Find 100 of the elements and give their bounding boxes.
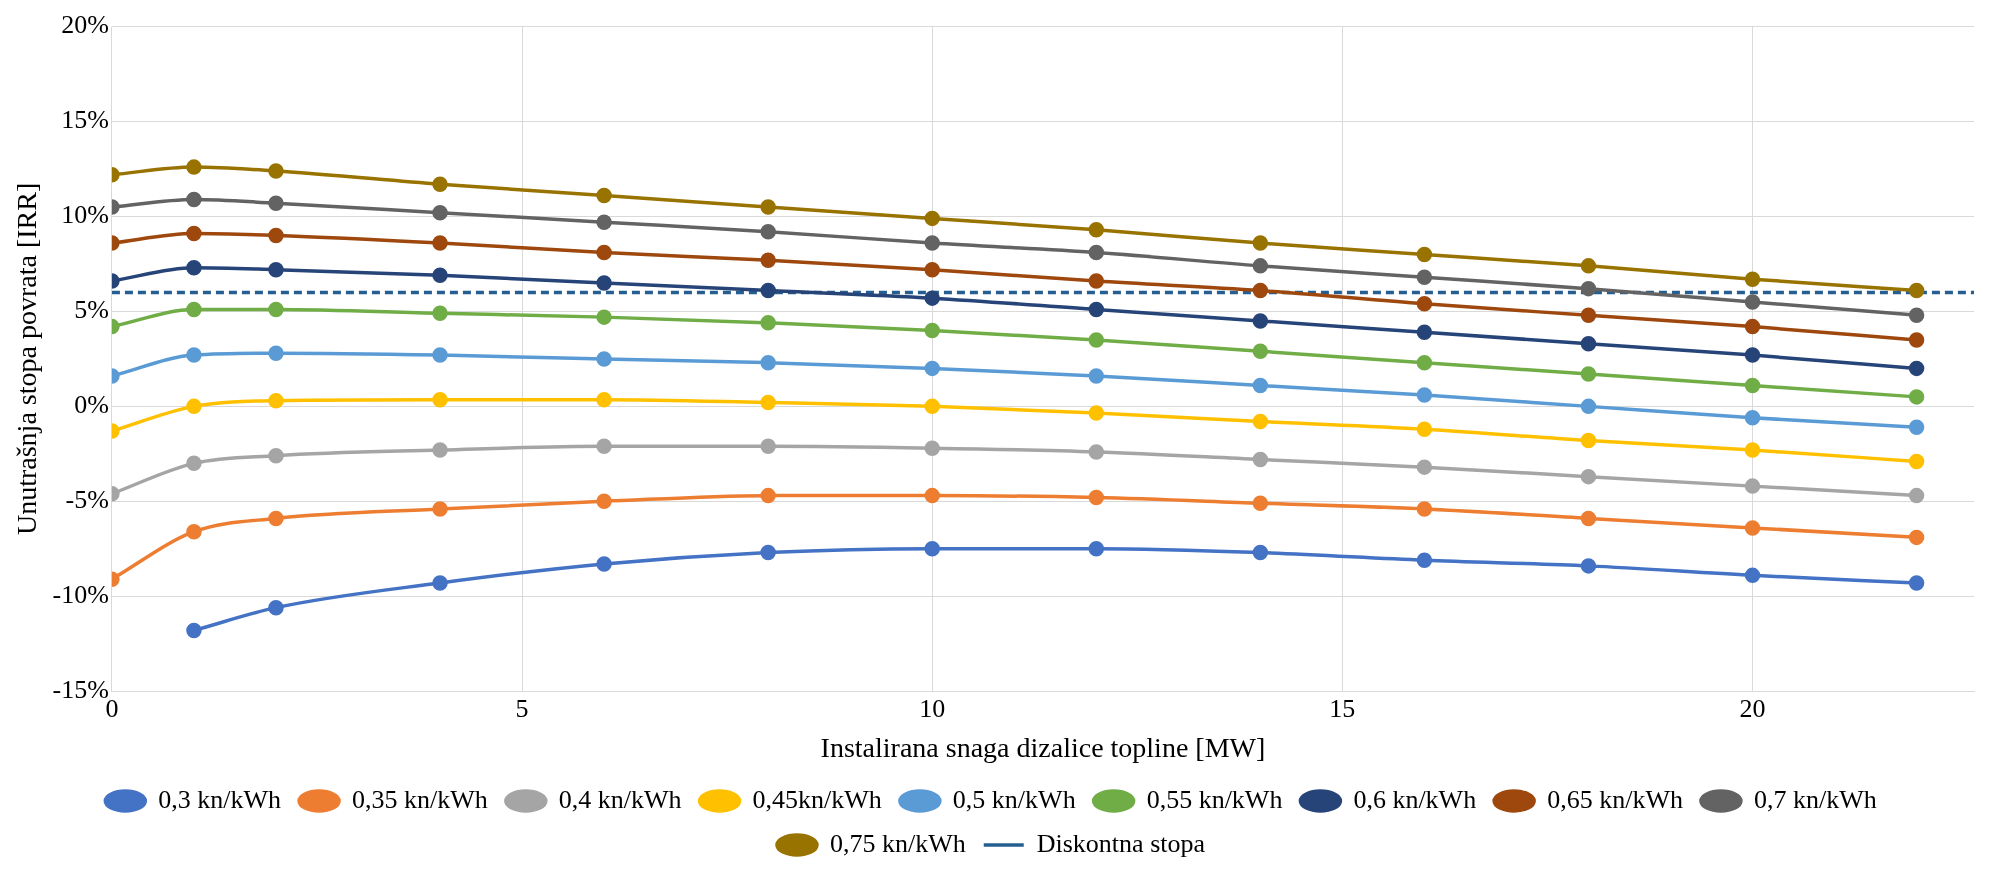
point xyxy=(186,225,202,242)
y-axis-title: Unutrašnja stopa povrata [IRR] xyxy=(11,182,43,536)
point xyxy=(1908,453,1925,470)
point xyxy=(924,322,940,339)
point xyxy=(760,487,776,504)
point xyxy=(1580,432,1597,449)
point xyxy=(1580,558,1597,574)
point xyxy=(1416,459,1433,475)
point xyxy=(924,398,940,415)
point xyxy=(1416,296,1433,312)
point xyxy=(432,575,448,591)
point xyxy=(596,309,612,325)
point xyxy=(760,394,776,411)
x-tick-label: 10 xyxy=(919,693,946,723)
point xyxy=(432,267,448,284)
point xyxy=(1580,366,1597,382)
legend-label: 0,45kn/kWh xyxy=(752,784,882,814)
point xyxy=(924,235,940,251)
point xyxy=(1252,544,1269,561)
point xyxy=(1416,501,1433,517)
point xyxy=(596,187,612,204)
point xyxy=(1252,495,1269,511)
point xyxy=(596,438,612,454)
point xyxy=(432,176,448,192)
point xyxy=(186,159,202,175)
point xyxy=(1580,510,1597,527)
point xyxy=(1908,389,1925,405)
point xyxy=(268,599,284,616)
point xyxy=(760,315,776,331)
point xyxy=(268,195,284,211)
point xyxy=(596,493,612,510)
point xyxy=(186,398,202,415)
point xyxy=(596,556,612,572)
point xyxy=(1908,487,1925,504)
point xyxy=(1252,413,1269,430)
legend-label: 0,5 kn/kWh xyxy=(952,784,1076,814)
legend-label: Diskontna stopa xyxy=(1036,828,1206,858)
point xyxy=(268,301,284,318)
point xyxy=(268,261,284,278)
point xyxy=(596,391,612,408)
point xyxy=(1580,398,1597,415)
point xyxy=(1908,529,1925,546)
point xyxy=(1744,410,1761,426)
point xyxy=(1252,282,1269,299)
point xyxy=(760,282,776,299)
point xyxy=(1580,307,1597,323)
legend-label: 0,7 kn/kWh xyxy=(1753,784,1877,814)
y-tick-label: 20% xyxy=(61,10,109,40)
point xyxy=(1744,478,1761,494)
y-tick-label: -10% xyxy=(52,580,109,610)
point xyxy=(924,487,940,504)
point xyxy=(924,290,940,306)
point xyxy=(1416,269,1433,285)
point xyxy=(1088,332,1105,348)
point xyxy=(268,392,284,409)
point xyxy=(760,199,776,215)
point xyxy=(1088,444,1105,460)
point xyxy=(1416,354,1433,371)
point xyxy=(760,544,776,561)
point xyxy=(596,351,612,367)
point xyxy=(1416,421,1433,437)
point xyxy=(1252,343,1269,360)
point xyxy=(432,204,448,221)
point xyxy=(1088,368,1105,384)
point xyxy=(432,347,448,363)
point xyxy=(760,223,776,240)
point xyxy=(1088,405,1105,421)
y-tick-label: 15% xyxy=(61,105,109,135)
point xyxy=(1908,360,1925,377)
point xyxy=(1744,347,1761,363)
point xyxy=(186,622,202,639)
point xyxy=(1744,271,1761,287)
point xyxy=(268,447,284,464)
point xyxy=(186,347,202,363)
y-tick-label: 5% xyxy=(74,295,109,325)
point xyxy=(186,301,202,318)
point xyxy=(1908,307,1925,323)
point xyxy=(186,455,202,472)
point xyxy=(924,210,940,227)
point xyxy=(432,235,448,251)
point xyxy=(1416,324,1433,341)
point xyxy=(186,191,202,208)
point xyxy=(1088,244,1105,261)
point xyxy=(1580,468,1597,485)
x-axis-title: Instalirana snaga dizalice topline [MW] xyxy=(820,731,1266,763)
point xyxy=(760,252,776,268)
point xyxy=(432,391,448,408)
point xyxy=(1744,520,1761,536)
point xyxy=(268,345,284,361)
point xyxy=(1252,377,1269,394)
point xyxy=(760,438,776,454)
legend-label: 0,65 kn/kWh xyxy=(1547,784,1683,814)
point xyxy=(596,275,612,291)
point xyxy=(1744,442,1761,458)
point xyxy=(1252,313,1269,329)
point xyxy=(1580,335,1597,352)
legend-label: 0,3 kn/kWh xyxy=(158,784,282,814)
point xyxy=(268,163,284,179)
point xyxy=(1908,575,1925,591)
point xyxy=(1088,489,1105,506)
